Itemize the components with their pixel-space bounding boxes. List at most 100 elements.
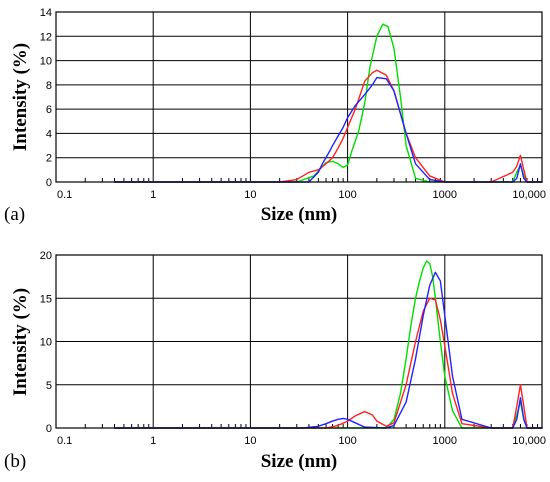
y-tick-label: 0 xyxy=(46,423,52,435)
panel-b: 0 5 10 15 20 0.1 1 10 100 1000 10,000 Size (nm) Inte… xyxy=(4,250,546,472)
series-line-2 xyxy=(113,297,543,429)
data-point xyxy=(355,105,356,106)
data-point xyxy=(520,384,521,385)
data-point xyxy=(355,422,356,423)
data-point xyxy=(444,315,445,316)
y-tick-label: 6 xyxy=(46,104,52,116)
y-axis-title: Intensity (%) xyxy=(10,43,31,151)
data-point xyxy=(347,420,348,421)
data-point xyxy=(423,315,424,316)
data-point xyxy=(329,151,330,152)
data-point xyxy=(382,24,383,25)
data-point xyxy=(516,419,517,420)
y-tick-label: 12 xyxy=(40,31,52,43)
data-point xyxy=(343,127,344,128)
data-point xyxy=(332,145,333,146)
data-point xyxy=(461,423,462,424)
data-point xyxy=(440,319,441,320)
y-tick-label: 20 xyxy=(40,250,52,262)
data-point xyxy=(415,358,416,359)
data-point xyxy=(364,81,365,82)
data-point xyxy=(520,397,521,398)
x-tick-label: 0.1 xyxy=(57,435,72,447)
data-point xyxy=(429,175,430,176)
data-point xyxy=(426,260,427,261)
data-point xyxy=(440,280,441,281)
data-point xyxy=(376,36,377,37)
x-tick-label: 1000 xyxy=(433,189,457,201)
data-point xyxy=(338,425,339,426)
data-point xyxy=(444,376,445,377)
data-point xyxy=(520,163,521,164)
plot-area xyxy=(56,12,542,182)
data-point xyxy=(415,157,416,158)
y-tick-label: 2 xyxy=(46,153,52,165)
data-point xyxy=(308,172,309,173)
y-axis-title: Intensity (%) xyxy=(10,288,31,396)
data-point xyxy=(520,155,521,156)
series-line-3 xyxy=(113,271,543,429)
data-point xyxy=(338,147,339,148)
panel-a: 0 2 4 6 8 10 12 14 0.1 1 10 100 1000 10,000 Size (nm) I… xyxy=(4,7,546,225)
data-point xyxy=(343,167,344,168)
data-point xyxy=(322,163,323,164)
data-point xyxy=(516,172,517,173)
y-tick-label: 5 xyxy=(46,380,52,392)
data-point xyxy=(429,298,430,299)
data-point xyxy=(325,423,326,424)
data-point xyxy=(372,414,373,415)
data-point xyxy=(452,393,453,394)
data-point xyxy=(512,172,513,173)
x-tick-label: 100 xyxy=(338,435,356,447)
data-point xyxy=(369,66,370,67)
y-tick-label: 15 xyxy=(40,293,52,305)
data-point xyxy=(347,127,348,128)
data-point xyxy=(423,267,424,268)
data-point xyxy=(452,410,453,411)
data-point xyxy=(406,145,407,146)
plot-frame xyxy=(55,11,543,183)
data-point xyxy=(372,72,373,73)
data-point xyxy=(429,263,430,264)
x-axis-title: Size (nm) xyxy=(261,451,338,472)
series-line-3 xyxy=(113,76,543,183)
data-point xyxy=(410,324,411,325)
x-tick-label: 1 xyxy=(150,435,156,447)
data-point xyxy=(351,151,352,152)
y-tick-label: 10 xyxy=(40,56,52,68)
data-point xyxy=(435,272,436,273)
x-tick-label: 100 xyxy=(338,189,356,201)
data-point xyxy=(435,298,436,299)
x-tick-label: 10 xyxy=(244,435,256,447)
data-point xyxy=(376,77,377,78)
data-point xyxy=(358,130,359,131)
data-point xyxy=(393,48,394,49)
y-tick-label: 10 xyxy=(40,337,52,349)
plot-frame xyxy=(55,254,543,429)
data-point xyxy=(406,384,407,385)
data-point xyxy=(523,406,524,407)
data-point xyxy=(372,84,373,85)
data-point xyxy=(429,285,430,286)
y-tick-label: 8 xyxy=(46,80,52,92)
data-point xyxy=(415,163,416,164)
y-tick-label: 0 xyxy=(46,177,52,189)
x-tick-label: 10,000 xyxy=(512,435,546,447)
data-point xyxy=(332,161,333,162)
data-point xyxy=(406,401,407,402)
data-point xyxy=(429,179,430,180)
y-tick-label: 4 xyxy=(46,128,52,140)
x-tick-label: 1 xyxy=(150,189,156,201)
data-point xyxy=(419,280,420,281)
data-point xyxy=(415,341,416,342)
data-point xyxy=(364,94,365,95)
data-point xyxy=(523,178,524,179)
data-point xyxy=(415,298,416,299)
data-point xyxy=(523,419,524,420)
data-point xyxy=(338,135,339,136)
data-point xyxy=(325,163,326,164)
x-tick-label: 1000 xyxy=(433,435,457,447)
data-point xyxy=(343,418,344,419)
x-tick-label: 10,000 xyxy=(512,189,546,201)
